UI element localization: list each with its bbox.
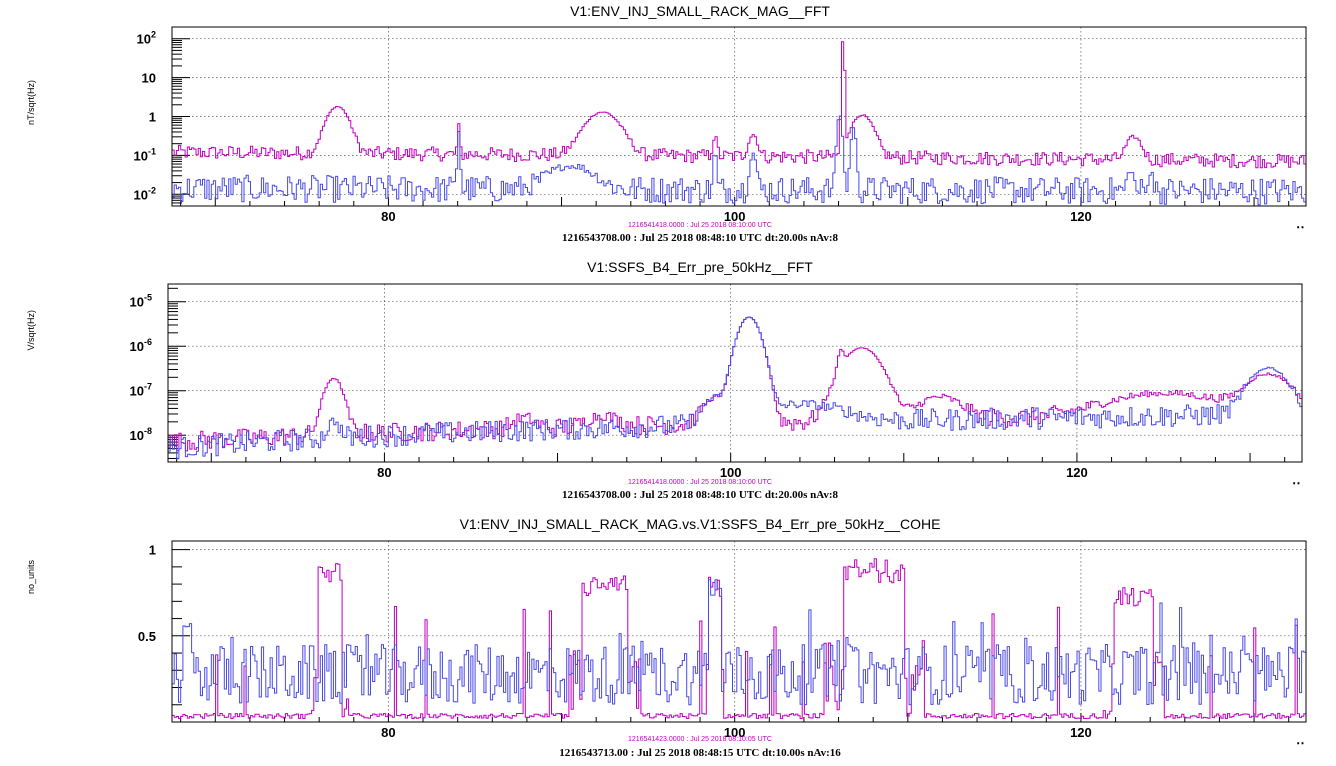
y-tick-label: 1 [149, 110, 156, 125]
x-tick-label: 100 [720, 465, 742, 480]
series-line-reference [172, 41, 1306, 169]
x-tick-label: 80 [377, 465, 391, 480]
x-tick-label: 80 [381, 209, 395, 224]
reference-time-label: 1216541418.0000 : Jul 25 2018 08:10:00 U… [628, 479, 772, 486]
measurement-info-label: 1216543708.00 : Jul 25 2018 08:48:10 UTC… [562, 232, 839, 244]
y-axis-label: nT/sqrt(Hz) [26, 80, 36, 125]
series-line-current [172, 579, 1306, 706]
y-tick-label: 10-1 [134, 146, 156, 163]
y-axis-label: no_units [26, 560, 36, 595]
y-tick-label: 10 [142, 71, 156, 86]
reference-time-label: 1216541418.0000 : Jul 25 2018 08:10:00 U… [628, 222, 772, 229]
chart-title: V1:ENV_INJ_SMALL_RACK_MAG.vs.V1:SSFS_B4_… [460, 516, 941, 532]
x-tick-label: 100 [724, 209, 746, 224]
y-tick-label: 1 [149, 543, 156, 558]
y-tick-label: 0.5 [138, 629, 156, 644]
series-line-current [168, 316, 1302, 460]
chart-panel-3: V1:ENV_INJ_SMALL_RACK_MAG.vs.V1:SSFS_B4_… [26, 516, 1307, 759]
y-tick-label: 10-8 [130, 426, 152, 443]
x-tick-label: 100 [724, 725, 746, 740]
x-tick-label: 120 [1066, 465, 1088, 480]
y-tick-label: 10-2 [134, 185, 156, 202]
chart-panel-1: V1:ENV_INJ_SMALL_RACK_MAG__FFT nT/sqrt(Hz… [26, 3, 1307, 244]
series-line-current [172, 115, 1306, 206]
plot-frame [171, 540, 1307, 723]
x-tick-label: 80 [381, 725, 395, 740]
measurement-info-label: 1216543713.00 : Jul 25 2018 08:48:15 UTC… [559, 747, 841, 759]
x-unit-marker: ‥ [1292, 472, 1301, 487]
x-unit-marker: ‥ [1296, 732, 1305, 747]
reference-time-label: 1216541423.0000 : Jul 25 2018 08:10:05 U… [628, 736, 772, 743]
chart-title: V1:SSFS_B4_Err_pre_50kHz__FFT [587, 259, 813, 275]
y-tick-label: 10-6 [130, 337, 152, 354]
y-tick-label: 10-7 [130, 382, 152, 399]
series-line-reference [172, 558, 1306, 720]
x-tick-label: 120 [1070, 209, 1092, 224]
y-tick-label: 10-5 [130, 293, 152, 310]
y-tick-label: 102 [137, 30, 156, 47]
x-unit-marker: ‥ [1296, 216, 1305, 231]
plot-frame [171, 26, 1307, 207]
x-tick-label: 120 [1070, 725, 1092, 740]
chart-panel-2: V1:SSFS_B4_Err_pre_50kHz__FFT V/sqrt(Hz) 8… [26, 259, 1303, 501]
chart-title: V1:ENV_INJ_SMALL_RACK_MAG__FFT [570, 3, 830, 19]
measurement-info-label: 1216543708.00 : Jul 25 2018 08:48:10 UTC… [562, 489, 839, 501]
y-axis-label: V/sqrt(Hz) [26, 310, 36, 351]
plot-frame [167, 283, 1303, 463]
